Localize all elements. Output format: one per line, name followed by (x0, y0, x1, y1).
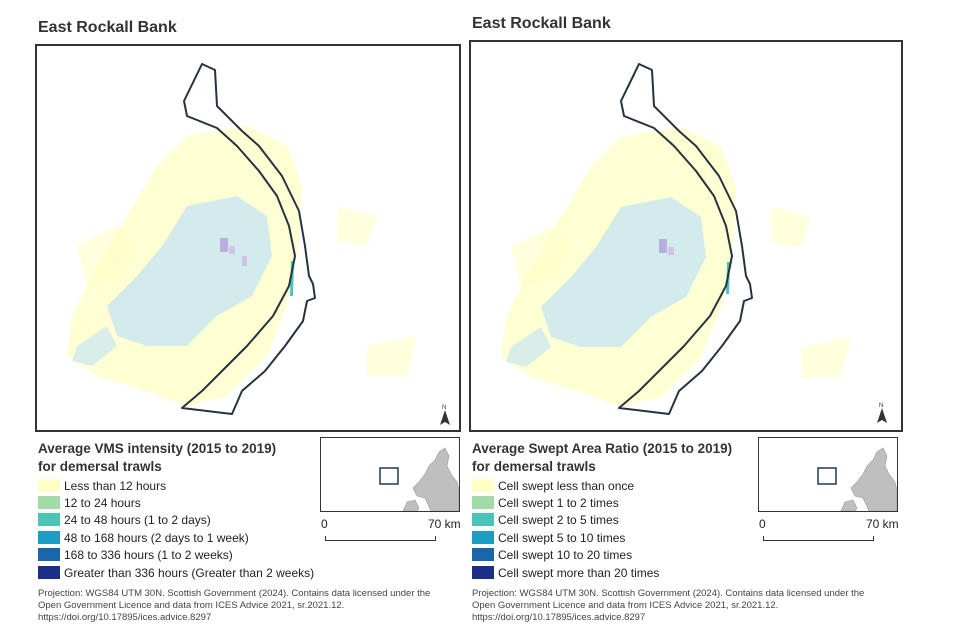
legend-swatch (472, 566, 494, 579)
scale-end-label: 70 km (866, 517, 899, 531)
legend-label: 12 to 24 hours (64, 496, 141, 510)
map-title: East Rockall Bank (472, 15, 611, 32)
north-arrow-icon: N (440, 405, 450, 425)
legend-swatch (38, 531, 60, 544)
legend-title-line2: for demersal trawls (472, 459, 596, 474)
legend-swatch (472, 513, 494, 526)
locator-inset-map (758, 437, 898, 512)
north-arrow-icon: N (877, 403, 887, 423)
light-blue-cluster (541, 197, 706, 347)
credits-line: https://doi.org/10.17895/ices.advice.829… (472, 612, 646, 623)
legend-label: Cell swept 10 to 20 times (498, 548, 633, 562)
legend-swatch (38, 548, 60, 561)
east-rockall-bank-boundary (618, 63, 753, 415)
locator-inset-map (320, 437, 460, 512)
legend-label: 24 to 48 hours (1 to 2 days) (64, 513, 211, 527)
credits-line: Open Government Licence and data from IC… (472, 600, 779, 611)
legend-label: 168 to 336 hours (1 to 2 weeks) (64, 548, 233, 562)
inset-canvas (379, 447, 459, 511)
map-frame[interactable]: N (35, 44, 461, 432)
legend-swatch (38, 479, 60, 492)
legend-swatch (38, 496, 60, 509)
inset-canvas (817, 447, 897, 511)
scale-start-label: 0 (759, 517, 766, 531)
legend-label: Cell swept 5 to 10 times (498, 531, 626, 545)
map-canvas: N (67, 63, 450, 425)
legend-label: Greater than 336 hours (Greater than 2 w… (64, 566, 315, 580)
legend-swatch (472, 531, 494, 544)
purple-cell (220, 238, 228, 252)
legend-label: Less than 12 hours (64, 479, 167, 493)
uk-landmass (840, 447, 897, 511)
legend-label: Cell swept 2 to 5 times (498, 513, 619, 527)
study-area-box (379, 467, 399, 485)
scale-end-label: 70 km (428, 517, 461, 531)
map-credits: Projection: WGS84 UTM 30N. Scottish Gove… (472, 588, 864, 624)
legend-swatch (472, 548, 494, 561)
study-area-box (817, 467, 837, 485)
legend-title-line1: Average Swept Area Ratio (2015 to 2019) (472, 441, 733, 456)
low-intensity-scatter (77, 206, 417, 376)
credits-line: Projection: WGS84 UTM 30N. Scottish Gove… (38, 588, 431, 599)
light-blue-strip (72, 326, 117, 366)
scale-start-label: 0 (321, 517, 328, 531)
legend-swatch (38, 566, 60, 579)
scale-tick (435, 536, 436, 541)
svg-text:N: N (442, 405, 446, 411)
scale-bar (763, 540, 873, 541)
legend-label: Cell swept less than once (498, 479, 635, 493)
uk-landmass (402, 447, 459, 511)
credits-line: Open Government Licence and data from IC… (38, 600, 345, 611)
map-frame[interactable]: N (469, 40, 903, 432)
credits-line: Projection: WGS84 UTM 30N. Scottish Gove… (472, 588, 865, 599)
scale-tick (873, 536, 874, 541)
legend-title: Average Swept Area Ratio (2015 to 2019) … (472, 440, 732, 476)
legend-label: 48 to 168 hours (2 days to 1 week) (64, 531, 249, 545)
scale-tick (763, 536, 764, 541)
swept-area-cells (501, 127, 851, 407)
purple-cell (659, 239, 667, 253)
legend-label: Cell swept 1 to 2 times (498, 496, 619, 510)
legend-swatch (38, 513, 60, 526)
legend-label: Cell swept more than 20 times (498, 566, 660, 580)
svg-text:N: N (879, 403, 883, 409)
legend-title-line1: Average VMS intensity (2015 to 2019) (38, 441, 277, 456)
legend-swatch (472, 496, 494, 509)
purple-cell-2 (668, 247, 674, 255)
map-credits: Projection: WGS84 UTM 30N. Scottish Gove… (38, 588, 430, 624)
east-rockall-bank-boundary (181, 63, 316, 415)
map-title: East Rockall Bank (38, 19, 177, 36)
credits-line: https://doi.org/10.17895/ices.advice.829… (38, 612, 212, 623)
legend-title-line2: for demersal trawls (38, 459, 162, 474)
scale-bar (325, 540, 435, 541)
legend-title: Average VMS intensity (2015 to 2019) for… (38, 440, 276, 476)
legend-swatch (472, 479, 494, 492)
purple-cell-2 (229, 246, 235, 254)
left-map-panel: East Rockall Bank N (0, 0, 470, 638)
map-canvas: N (501, 63, 887, 423)
light-blue-cluster (107, 196, 272, 346)
purple-cell-3 (242, 256, 247, 266)
right-map-panel: East Rockall Bank N Average Swept Area R… (434, 0, 904, 638)
light-blue-strip (506, 327, 551, 367)
scale-tick (325, 536, 326, 541)
low-swept-scatter (511, 207, 851, 377)
vms-intensity-cells (67, 126, 417, 406)
